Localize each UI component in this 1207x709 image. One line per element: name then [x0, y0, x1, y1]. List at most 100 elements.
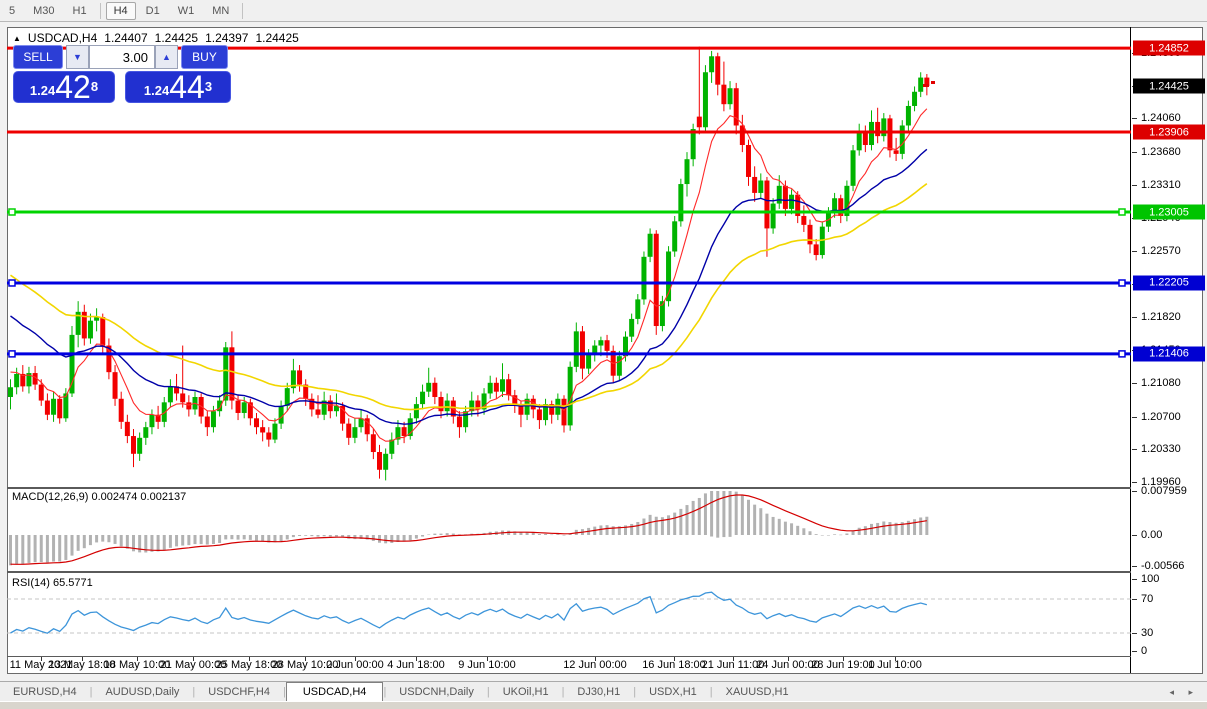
- bear-candle: [696, 116, 702, 128]
- bear-candle: [112, 372, 118, 399]
- bear-candle: [875, 121, 881, 137]
- price-level-badge: 1.23005: [1133, 204, 1205, 220]
- bear-candle: [44, 400, 50, 415]
- bear-candle: [752, 176, 758, 193]
- bear-candle: [81, 311, 87, 339]
- bear-candle: [456, 416, 462, 428]
- price-tick: [1132, 250, 1137, 252]
- bull-candle: [641, 256, 647, 300]
- bull-candle: [524, 398, 530, 415]
- chart-tab-dj30[interactable]: DJ30,H1: [577, 686, 621, 698]
- pane-separator-macd[interactable]: [7, 487, 1131, 489]
- timeframe-button-m30[interactable]: M30: [33, 4, 55, 17]
- time-tick: [41, 657, 42, 661]
- chart-tab-usdchf[interactable]: USDCHF,H4: [208, 686, 270, 698]
- volume-increase-button[interactable]: ▲: [155, 45, 178, 69]
- tab-scroll-arrows[interactable]: ◂ ▸: [1169, 687, 1199, 697]
- rsi-tick: [1132, 651, 1137, 652]
- line-handle[interactable]: [1118, 279, 1126, 287]
- price-tick: [1132, 382, 1137, 384]
- chart-tab-usdcad[interactable]: USDCAD,H4: [285, 682, 384, 701]
- sell-price-panel[interactable]: 1.24 42 8: [13, 71, 115, 103]
- bull-candle: [290, 370, 296, 389]
- status-strip: [0, 701, 1207, 709]
- bear-candle: [561, 398, 567, 426]
- chart-tab-audusd[interactable]: AUDUSD,Daily: [105, 686, 180, 698]
- bear-candle: [340, 405, 346, 424]
- time-tick-label: 18 May 10:00: [103, 659, 171, 671]
- timeframe-button-mn[interactable]: MN: [212, 4, 230, 17]
- macd-tick: [1132, 535, 1137, 536]
- bear-candle: [432, 382, 438, 398]
- volume-decrease-button[interactable]: ▼: [66, 45, 89, 69]
- timeframe-button-w1[interactable]: W1: [177, 4, 195, 17]
- bear-candle: [862, 130, 868, 146]
- buy-price-panel[interactable]: 1.24 44 3: [125, 71, 231, 103]
- time-tick-label: 13 May 18:00: [48, 659, 116, 671]
- buy-button[interactable]: BUY: [181, 45, 228, 69]
- bear-candle: [346, 423, 352, 438]
- bear-candle: [260, 427, 266, 433]
- bull-candle: [51, 398, 57, 415]
- bull-candle: [770, 203, 776, 229]
- bear-candle: [782, 185, 788, 209]
- chart-tab-ukoil[interactable]: UKOil,H1: [502, 686, 549, 698]
- bear-candle: [438, 397, 444, 412]
- bear-candle: [653, 233, 659, 327]
- line-handle[interactable]: [8, 279, 16, 287]
- candlestick-chart[interactable]: [7, 27, 1131, 487]
- bull-candle: [586, 354, 592, 369]
- line-handle[interactable]: [8, 350, 16, 358]
- bull-candle: [727, 88, 733, 105]
- timeframe-button-h4[interactable]: H4: [105, 1, 136, 20]
- price-tick: [1132, 152, 1137, 154]
- fast-ma: [10, 108, 928, 442]
- volume-input[interactable]: [89, 45, 155, 69]
- chart-tab-eurusd[interactable]: EURUSD,H4: [13, 686, 77, 698]
- collapse-arrow-icon[interactable]: ▲: [13, 33, 21, 43]
- macd-tick-label: 0.00: [1141, 529, 1163, 541]
- timeframe-button-5[interactable]: 5: [9, 4, 16, 17]
- sell-price-prefix: 1.24: [29, 83, 56, 98]
- bull-candle: [167, 386, 173, 403]
- price-tick-label: 1.23310: [1141, 178, 1181, 191]
- sell-button[interactable]: SELL: [13, 45, 63, 69]
- bull-candle: [684, 159, 690, 185]
- bear-candle: [739, 125, 745, 146]
- time-tick-label: 12 Jun 00:00: [563, 659, 627, 671]
- bull-candle: [709, 56, 715, 73]
- line-handle[interactable]: [1118, 208, 1126, 216]
- chart-tab-usdx[interactable]: USDX,H1: [649, 686, 697, 698]
- bull-candle: [149, 414, 155, 428]
- bull-candle: [659, 301, 665, 327]
- bear-candle: [838, 198, 844, 216]
- open-value: 1.24407: [104, 31, 148, 45]
- macd-indicator-pane[interactable]: [7, 489, 1131, 571]
- macd-tick: [1132, 565, 1137, 567]
- bull-candle: [407, 418, 413, 437]
- bull-candle: [63, 393, 69, 419]
- bear-candle: [155, 414, 161, 422]
- timeframe-button-h1[interactable]: H1: [72, 4, 87, 17]
- bear-candle: [764, 180, 770, 229]
- line-handle[interactable]: [1118, 350, 1126, 358]
- bull-candle: [647, 233, 653, 257]
- price-tick-label: 1.23680: [1141, 146, 1181, 159]
- bear-candle: [512, 395, 518, 406]
- bull-candle: [635, 299, 641, 319]
- rsi-indicator-pane[interactable]: [7, 573, 1131, 656]
- timeframe-toolbar: 5 M30 H1 H4 D1 W1 MN: [0, 0, 1207, 22]
- tab-separator: |: [192, 686, 196, 698]
- time-tick-label: 24 Jun 00:00: [756, 659, 820, 671]
- line-handle[interactable]: [8, 208, 16, 216]
- pane-separator-rsi[interactable]: [7, 571, 1131, 573]
- bull-candle: [881, 118, 887, 137]
- bull-candle: [678, 184, 684, 222]
- price-tick: [1132, 317, 1137, 319]
- timeframe-button-d1[interactable]: D1: [145, 4, 160, 17]
- bear-candle: [715, 56, 721, 85]
- price-level-badge: 1.24852: [1133, 40, 1205, 56]
- bear-candle: [124, 421, 130, 437]
- chart-tab-usdcnh[interactable]: USDCNH,Daily: [399, 686, 474, 698]
- chart-tab-xauusd[interactable]: XAUUSD,H1: [725, 686, 789, 698]
